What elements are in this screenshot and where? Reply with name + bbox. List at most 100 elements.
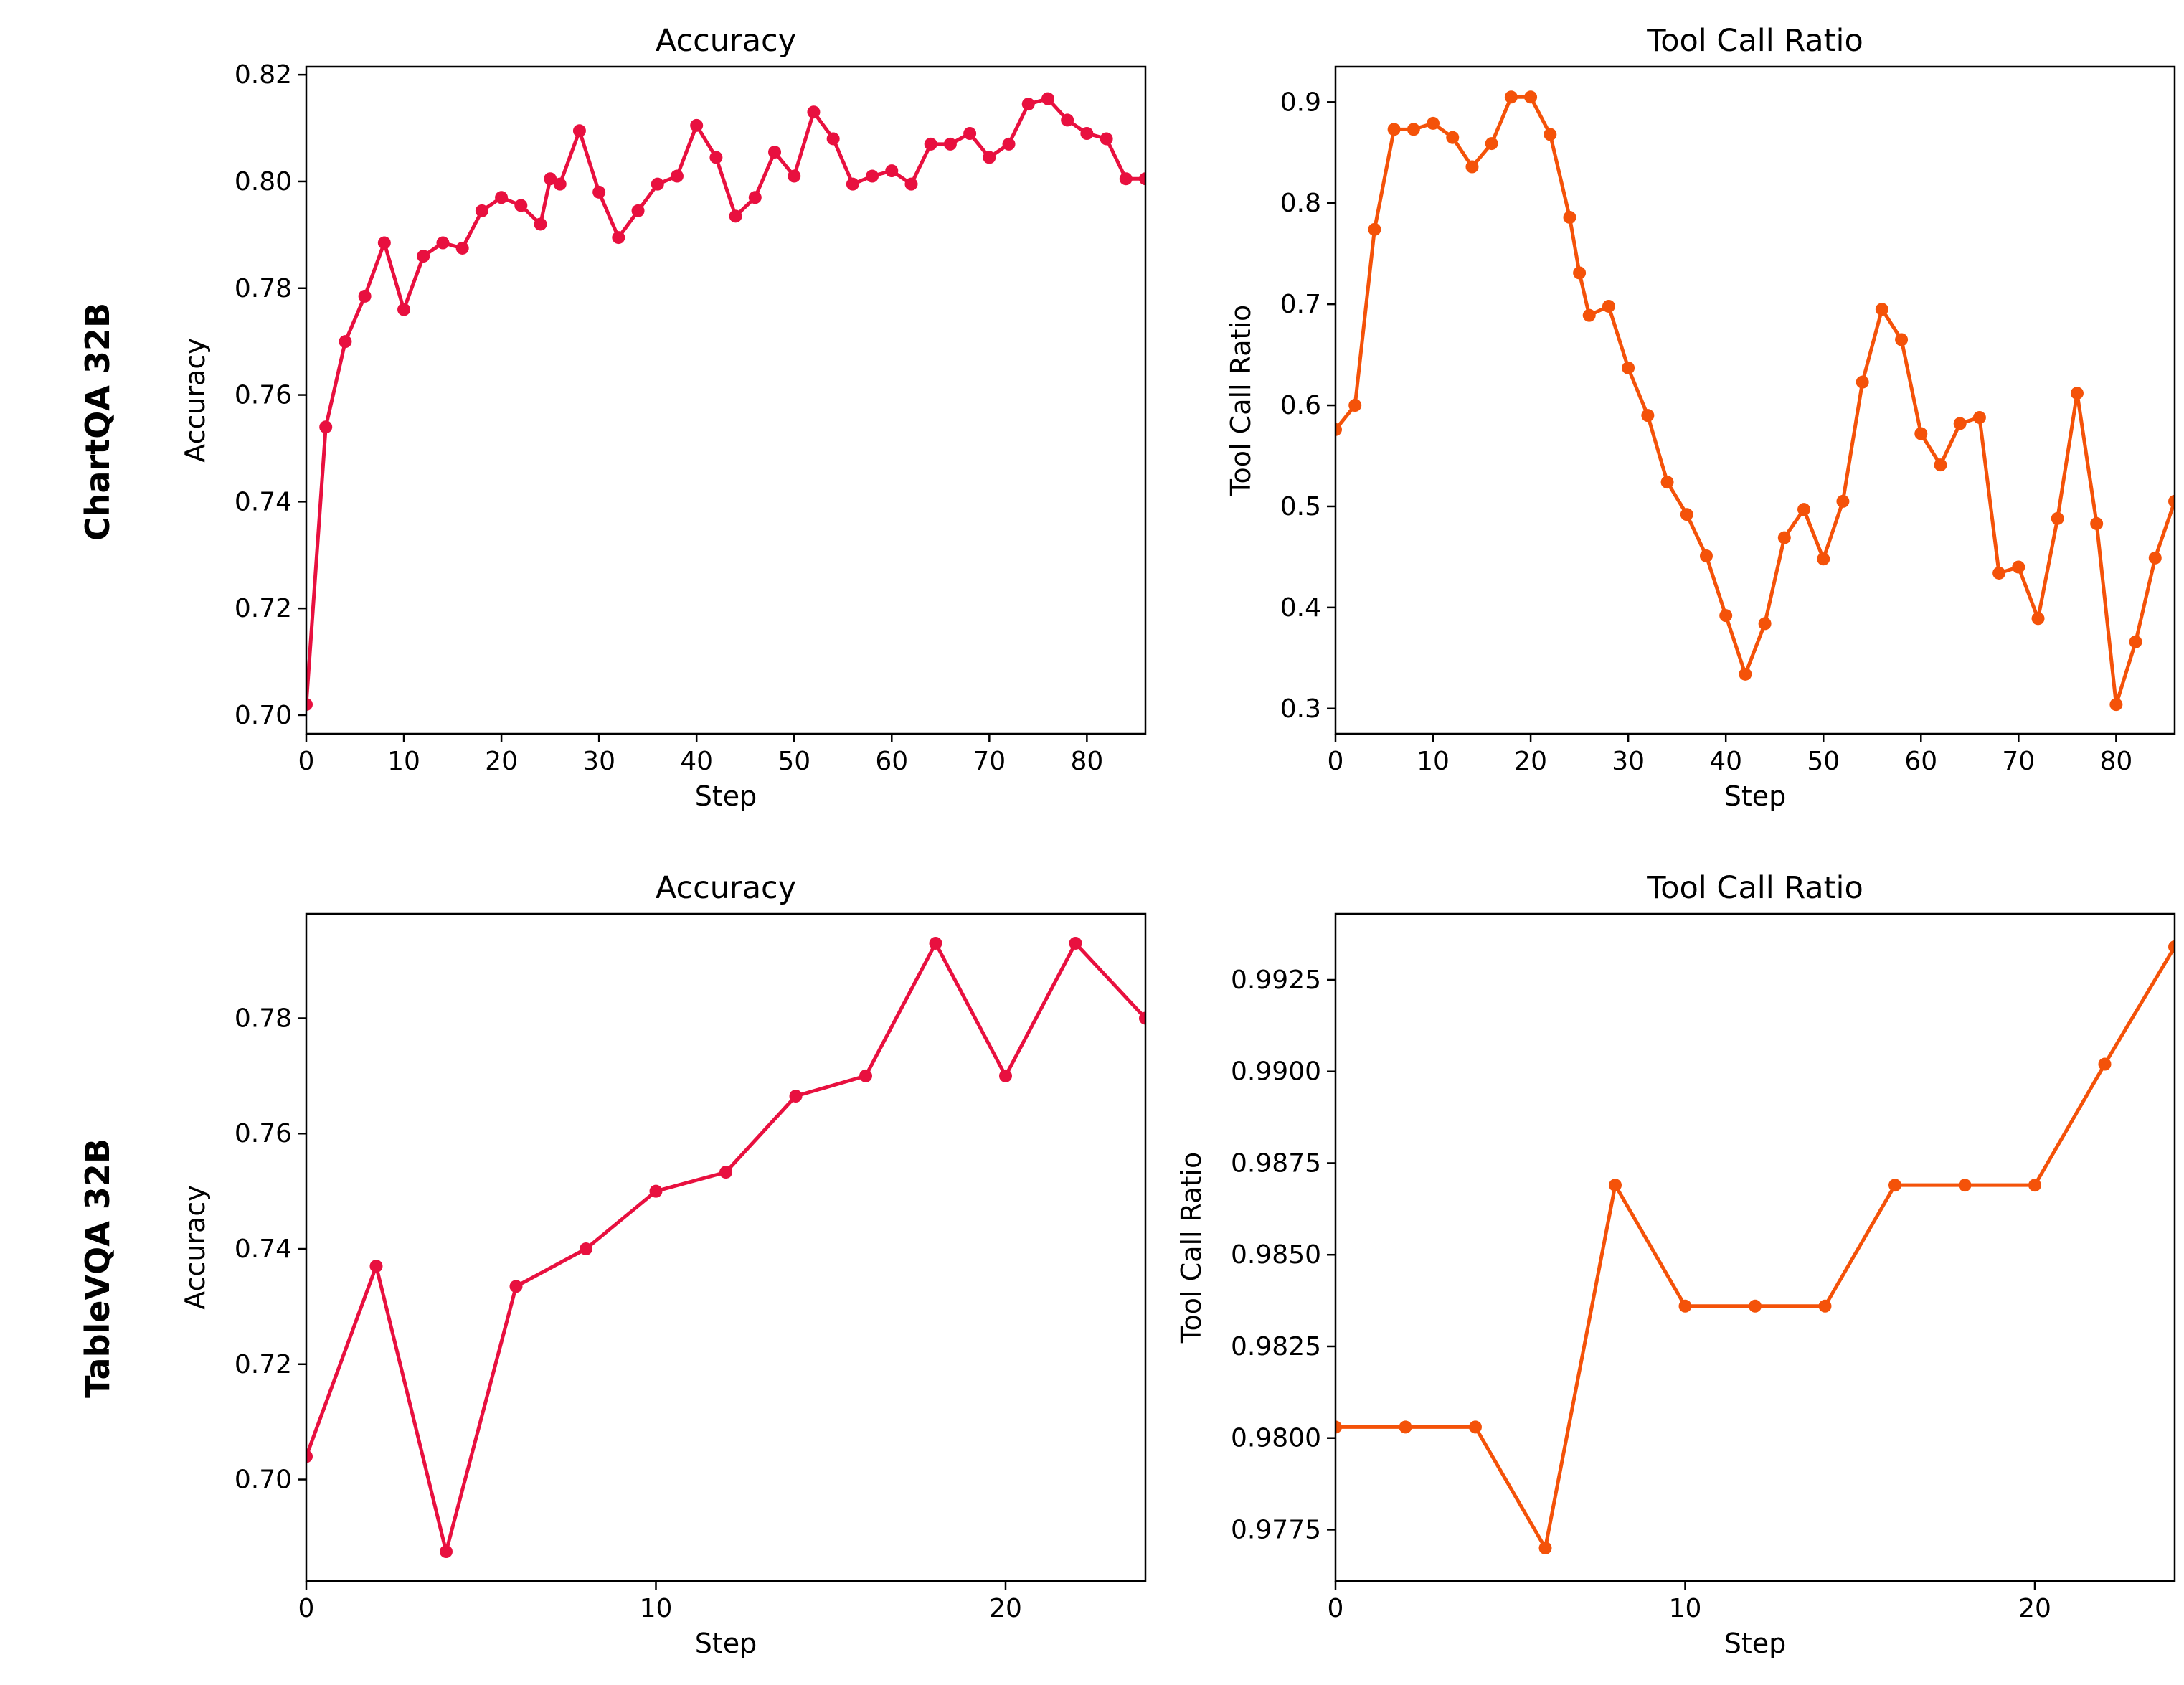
chartqa-accuracy-xlabel: Step: [695, 780, 757, 812]
tablevqa-accuracy-point-3: [509, 1280, 523, 1293]
chartqa-accuracy-point-13: [544, 172, 557, 186]
chartqa-tool-ratio-point-34: [1972, 410, 1986, 424]
tablevqa-accuracy-ytick-label: 0.74: [235, 1235, 292, 1264]
chartqa-tool-ratio-point-18: [1660, 476, 1674, 489]
tablevqa-tool-ratio-ylabel: Tool Call Ratio: [1176, 1152, 1207, 1344]
chartqa-accuracy-point-5: [397, 303, 411, 316]
chartqa-accuracy-ytick-label: 0.70: [235, 701, 292, 730]
chartqa-accuracy-xtick-label: 0: [298, 747, 315, 776]
chartqa-accuracy-xtick-label: 70: [973, 747, 1006, 776]
chartqa-accuracy-point-26: [788, 169, 801, 183]
chartqa-accuracy-point-32: [904, 177, 918, 191]
chartqa-tool-ratio-ytick-label: 0.3: [1280, 694, 1321, 724]
chartqa-accuracy-point-33: [924, 137, 937, 151]
chartqa-accuracy-xtick-label: 20: [485, 747, 518, 776]
chartqa-accuracy-point-36: [983, 151, 996, 164]
chartqa-accuracy-point-16: [592, 185, 606, 199]
chartqa-accuracy-point-34: [943, 137, 957, 151]
chartqa-tool-ratio-point-4: [1407, 123, 1420, 136]
tablevqa-accuracy-point-9: [929, 936, 942, 950]
chartqa-tool-ratio-point-5: [1427, 116, 1440, 130]
chartqa-accuracy-point-39: [1041, 92, 1054, 105]
chartqa-tool-ratio-point-43: [2148, 551, 2162, 565]
chartqa-tool-ratio-xtick-label: 0: [1328, 747, 1344, 776]
chartqa-accuracy-point-18: [631, 204, 645, 217]
tablevqa-tool-ratio-series-line: [1336, 945, 2175, 1550]
chartqa-tool-ratio-point-39: [2070, 387, 2084, 400]
chartqa-accuracy-series: [306, 92, 1145, 712]
chartqa-tool-ratio-point-23: [1758, 617, 1772, 631]
chartqa-accuracy-point-15: [572, 124, 586, 138]
tablevqa-tool-ratio-ytick-label: 0.9925: [1231, 966, 1321, 995]
chartqa-accuracy-point-3: [358, 289, 372, 303]
tablevqa-tool-ratio-xtick-label: 0: [1328, 1594, 1344, 1623]
chartqa-tool-ratio-point-6: [1446, 131, 1460, 144]
chartqa-accuracy-xtick-label: 80: [1070, 747, 1103, 776]
chartqa-tool-ratio-xtick-label: 70: [2002, 747, 2035, 776]
tablevqa-accuracy-panel: 0 10 20 0.70 0.72 0.74 0.76 0.78 Accuracy Step Acc…: [179, 870, 1147, 1659]
tablevqa-accuracy-title: Accuracy: [656, 870, 796, 906]
chartqa-accuracy-panel: 0 10 20 30 40 50 60 70 80 0.70 0.72 0.74 0.76 0.78 0.8…: [179, 23, 1147, 812]
chartqa-tool-ratio-point-26: [1817, 552, 1830, 566]
chartqa-tool-ratio-point-41: [2109, 698, 2123, 712]
chartqa-tool-ratio-point-30: [1895, 333, 1909, 346]
chartqa-tool-ratio-point-15: [1602, 299, 1615, 313]
tablevqa-tool-ratio-ytick-label: 0.9875: [1231, 1148, 1321, 1178]
chartqa-accuracy-xtick-label: 40: [680, 747, 713, 776]
tablevqa-tool-ratio-point-0: [1336, 1420, 1342, 1434]
tablevqa-tool-ratio-panel: 0 10 20 0.9775 0.9800 0.9825 0.9850 0.9875 0.990…: [1176, 870, 2176, 1659]
chartqa-accuracy-series-line: [306, 97, 1145, 705]
chartqa-tool-ratio-point-12: [1563, 210, 1576, 224]
tablevqa-tool-ratio-point-10: [2028, 1179, 2041, 1192]
chartqa-tool-ratio-xlabel: Step: [1724, 780, 1787, 812]
tablevqa-tool-ratio-axes-frame: [1334, 912, 2176, 1582]
chartqa-accuracy-point-31: [885, 164, 899, 178]
tablevqa-accuracy-axes-frame: [305, 912, 1147, 1582]
chartqa-tool-ratio-ytick-label: 0.4: [1280, 593, 1321, 623]
tablevqa-tool-ratio-point-9: [1958, 1179, 1972, 1192]
tablevqa-tool-ratio-point-8: [1888, 1179, 1901, 1192]
chartqa-tool-ratio-series: [1336, 90, 2175, 712]
chartqa-tool-ratio-point-36: [2012, 560, 2025, 574]
chartqa-tool-ratio-point-7: [1465, 160, 1479, 174]
chartqa-tool-ratio-point-24: [1777, 531, 1791, 544]
chartqa-tool-ratio-point-25: [1797, 503, 1811, 516]
chartqa-tool-ratio-point-37: [2031, 612, 2045, 626]
chartqa-accuracy-xtick-label: 50: [777, 747, 810, 776]
chartqa-accuracy-point-44: [1139, 172, 1145, 186]
chartqa-accuracy-point-1: [319, 420, 333, 434]
tablevqa-tool-ratio-point-6: [1749, 1299, 1762, 1313]
chartqa-accuracy-point-41: [1080, 127, 1094, 140]
chartqa-tool-ratio-point-32: [1934, 458, 1947, 472]
tablevqa-accuracy-series-line: [306, 941, 1145, 1554]
tablevqa-accuracy-point-4: [580, 1242, 592, 1256]
chartqa-tool-ratio-ytick-label: 0.9: [1280, 88, 1321, 117]
tablevqa-accuracy-xlabel: Step: [695, 1628, 757, 1659]
chartqa-accuracy-point-12: [534, 217, 547, 231]
chartqa-accuracy-xtick-label: 10: [387, 747, 420, 776]
tablevqa-accuracy-point-10: [999, 1069, 1012, 1082]
chartqa-tool-ratio-series-line: [1336, 95, 2175, 707]
chartqa-tool-ratio-point-17: [1641, 409, 1655, 423]
tablevqa-tool-ratio-ytick-label: 0.9775: [1231, 1515, 1321, 1544]
tablevqa-accuracy-ytick-label: 0.70: [235, 1465, 292, 1495]
chartqa-accuracy-point-7: [436, 236, 450, 250]
chartqa-tool-ratio-point-2: [1368, 222, 1381, 236]
chartqa-tool-ratio-point-21: [1719, 609, 1733, 623]
chartqa-accuracy-point-40: [1061, 113, 1074, 127]
chartqa-accuracy-axes-frame: [305, 65, 1147, 735]
chartqa-tool-ratio-point-29: [1875, 303, 1888, 316]
tablevqa-accuracy-xtick-label: 0: [298, 1594, 315, 1623]
tablevqa-tool-ratio-ytick-label: 0.9900: [1231, 1057, 1321, 1087]
chartqa-accuracy-point-19: [651, 177, 664, 191]
chartqa-accuracy-point-2: [339, 335, 352, 349]
tablevqa-accuracy-point-5: [649, 1184, 663, 1198]
tablevqa-tool-ratio-ytick-label: 0.9850: [1231, 1240, 1321, 1270]
chartqa-accuracy-point-22: [709, 151, 723, 164]
chartqa-accuracy-ylabel: Accuracy: [179, 338, 211, 463]
chartqa-tool-ratio-point-22: [1739, 667, 1752, 681]
tablevqa-tool-ratio-xtick-label: 20: [2018, 1594, 2051, 1623]
tablevqa-accuracy-xtick-label: 10: [640, 1594, 673, 1623]
chartqa-tool-ratio-xtick-label: 50: [1807, 747, 1840, 776]
chartqa-accuracy-point-27: [807, 105, 821, 119]
